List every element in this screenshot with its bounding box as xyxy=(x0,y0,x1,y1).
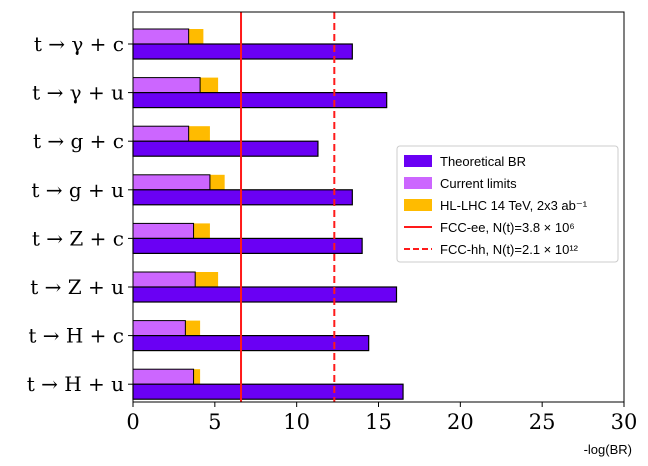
legend-label: Current limits xyxy=(440,176,517,191)
x-tick-label: 10 xyxy=(283,410,310,434)
x-tick-label: 0 xyxy=(126,410,139,434)
theoretical-br-bar xyxy=(132,383,404,400)
legend-fcc-hh: FCC-hh, N(t)=2.1 × 10¹² xyxy=(404,242,579,257)
reference-lines-layer xyxy=(240,12,336,402)
category-tick-label: t → γ + u xyxy=(32,81,124,105)
current-limit-bar xyxy=(132,125,190,142)
category-tick-label: t → γ + c xyxy=(34,32,124,56)
x-axis-label: -log(BR) xyxy=(584,442,632,457)
theoretical-br-bar xyxy=(132,189,353,206)
legend-swatch xyxy=(404,155,432,167)
x-tick-label: 30 xyxy=(611,410,638,434)
category-tick-label: t → H + c xyxy=(28,324,124,348)
x-tick-label: 20 xyxy=(447,410,474,434)
category-tick-label: t → Z + u xyxy=(30,275,124,299)
bars-layer: t → γ + c t → γ + u t → g + c t → g + u t → … xyxy=(27,28,404,400)
category-tick-label: t → g + c xyxy=(33,129,124,153)
category-tick-label: t → Z + c xyxy=(32,226,124,250)
legend-fcc-ee: FCC-ee, N(t)=3.8 × 10⁶ xyxy=(404,220,575,235)
category-group: t → H + c xyxy=(28,320,370,352)
category-group: t → Z + c xyxy=(32,222,363,254)
legend-label: Theoretical BR xyxy=(440,154,526,169)
current-limit-bar xyxy=(132,28,190,45)
axes-layer: 0 5 10 15 20 25 30 xyxy=(126,11,638,434)
theoretical-br-bar xyxy=(132,140,319,157)
legend-swatch xyxy=(404,177,432,189)
current-limit-bar xyxy=(132,222,195,239)
current-limit-bar xyxy=(132,320,186,337)
x-tick-label: 25 xyxy=(529,410,556,434)
legend-label: HL-LHC 14 TeV, 2x3 ab⁻¹ xyxy=(440,198,588,213)
legend-frame xyxy=(396,145,619,263)
legend: Theoretical BR Current limits HL-LHC 14 Te… xyxy=(396,145,619,263)
current-limit-bar xyxy=(132,271,196,288)
current-limit-bar xyxy=(132,368,195,385)
legend-current-limits: Current limits xyxy=(404,176,517,191)
current-limit-bar xyxy=(132,77,201,94)
legend-swatch xyxy=(404,199,432,211)
legend-label: FCC-ee, N(t)=3.8 × 10⁶ xyxy=(440,220,575,235)
category-group: t → H + u xyxy=(27,368,404,400)
category-group: t → γ + u xyxy=(32,77,388,109)
theoretical-br-bar xyxy=(132,43,353,60)
category-group: t → g + u xyxy=(31,174,353,206)
legend-theoretical-br: Theoretical BR xyxy=(404,154,526,169)
category-tick-label: t → H + u xyxy=(27,372,124,396)
category-tick-label: t → g + u xyxy=(31,178,124,202)
theoretical-br-bar xyxy=(132,286,398,303)
x-tick-label: 15 xyxy=(365,410,392,434)
category-group: t → γ + c xyxy=(34,28,353,60)
theoretical-br-bar xyxy=(132,237,363,254)
current-limit-bar xyxy=(132,174,211,191)
legend-hl-lhc: HL-LHC 14 TeV, 2x3 ab⁻¹ xyxy=(404,198,588,213)
category-group: t → Z + u xyxy=(30,271,398,303)
legend-label: FCC-hh, N(t)=2.1 × 10¹² xyxy=(440,242,579,257)
theoretical-br-bar xyxy=(132,91,388,109)
category-group: t → g + c xyxy=(33,125,319,157)
x-tick-label: 5 xyxy=(208,410,221,434)
